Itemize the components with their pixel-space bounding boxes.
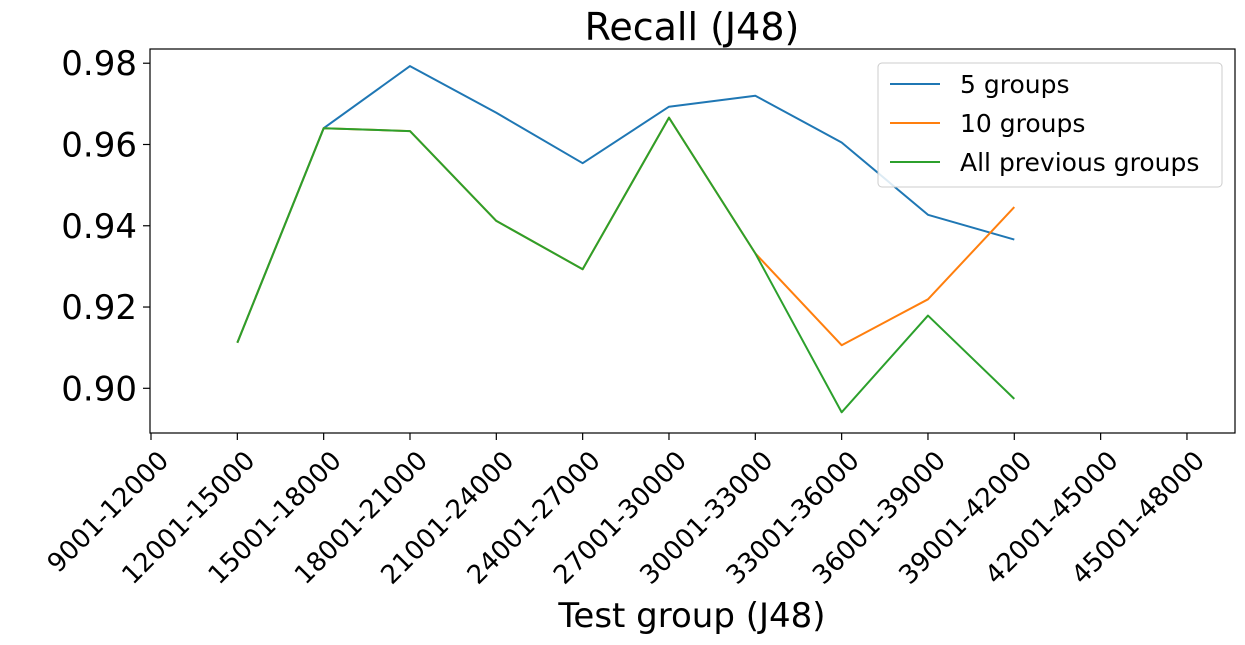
y-tick-label: 0.96 <box>61 125 137 165</box>
legend-label: All previous groups <box>960 148 1199 177</box>
y-tick-label: 0.90 <box>61 369 137 409</box>
y-tick-label: 0.98 <box>61 44 137 84</box>
legend-box <box>877 62 1223 188</box>
y-tick-label: 0.94 <box>61 207 137 247</box>
x-axis-label: Test group (J48) <box>557 596 825 636</box>
y-tick-label: 0.92 <box>61 288 137 328</box>
legend-label: 10 groups <box>960 109 1085 138</box>
legend-label: 5 groups <box>960 70 1070 99</box>
series-line-3 <box>236 116 1015 414</box>
legend: 5 groups 10 groups All previous groups <box>877 62 1223 188</box>
chart-title: Recall (J48) <box>585 5 800 49</box>
plot-frame <box>149 48 1236 434</box>
